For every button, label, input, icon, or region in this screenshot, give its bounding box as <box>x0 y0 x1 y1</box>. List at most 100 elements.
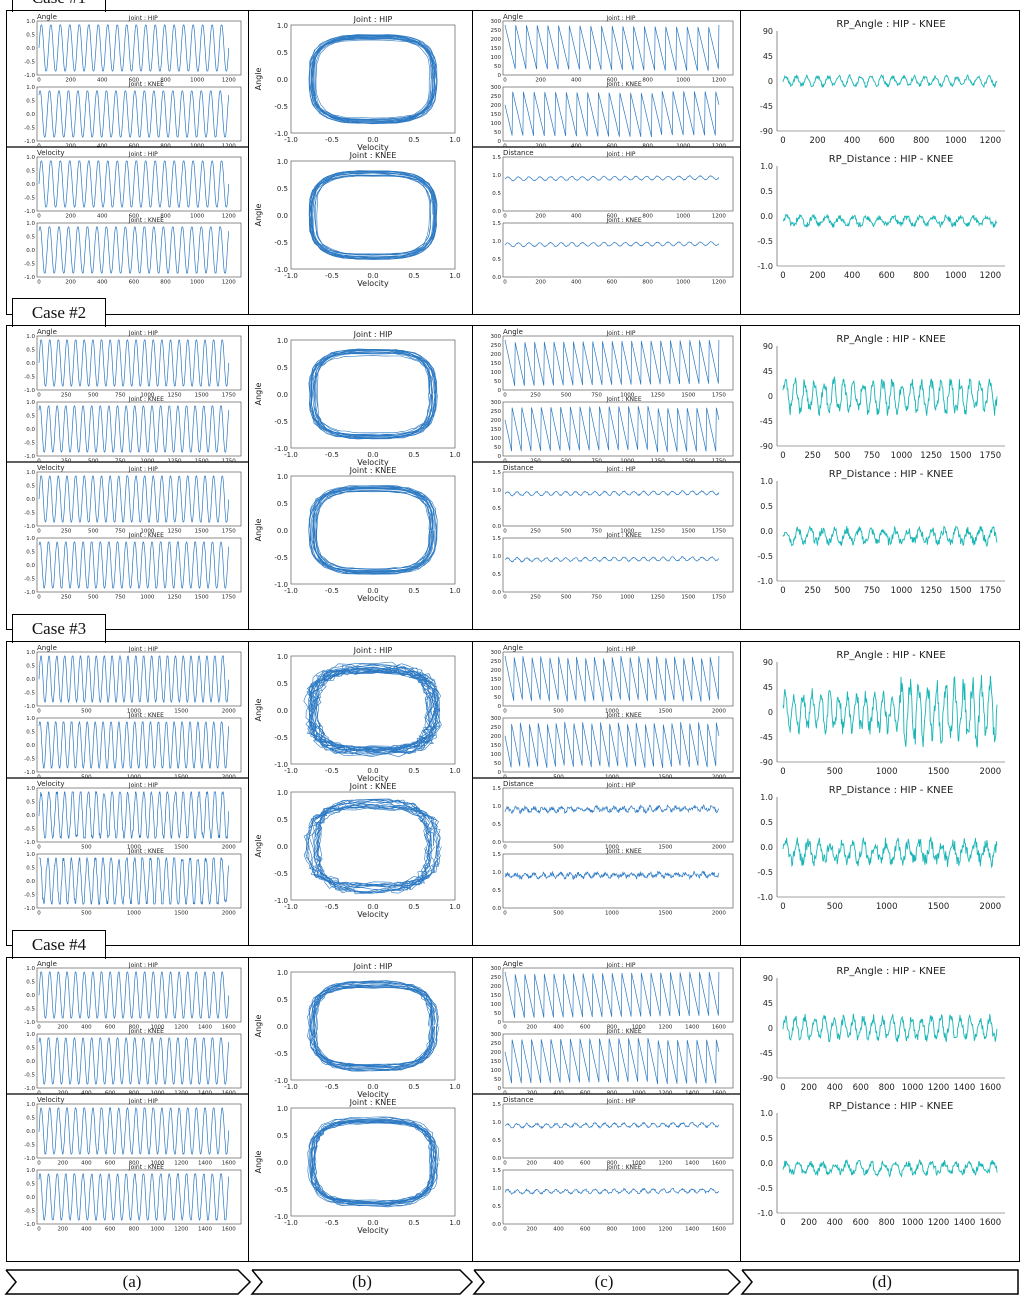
mini-plot-ytick: -0.5 <box>24 893 35 899</box>
mini-plot-xtick: 0 <box>37 595 41 601</box>
rp-ytick: 45 <box>763 367 773 376</box>
joint-title: Joint : HIP <box>128 1098 158 1105</box>
mini-plot-ytick: -0.5 <box>24 60 35 66</box>
phase-loop <box>313 175 432 255</box>
mini-plot-ytick: 250 <box>491 659 502 665</box>
panel-group-title: Angle <box>503 960 523 968</box>
rp-ytick: -1.0 <box>757 893 773 902</box>
rp-xtick: 2000 <box>980 902 1002 912</box>
arrow-chevron-c <box>472 1269 742 1295</box>
phase-xtick: -0.5 <box>325 903 339 911</box>
mini-plot-xtick: 200 <box>57 1025 68 1031</box>
mini-plot-xtick: 750 <box>115 595 126 601</box>
mini-plot-xtick: 1500 <box>195 595 209 601</box>
rp-ytick: 0.0 <box>760 527 773 536</box>
joint-title: Joint : HIP <box>128 330 158 337</box>
mini-plot-ytick: 1.0 <box>492 488 501 494</box>
phase-loop <box>310 352 436 437</box>
phase-ytick: -0.5 <box>274 870 288 878</box>
mini-plot-ytick: 200 <box>491 352 502 358</box>
phase-xtick: 1.0 <box>449 767 460 775</box>
phase-loop <box>315 490 432 570</box>
phase-title: Joint : HIP <box>353 646 393 655</box>
mini-plot-ytick: 0.5 <box>26 980 35 986</box>
rp-ytick: 0 <box>768 77 773 86</box>
rp-line <box>782 836 998 869</box>
phase-ylabel: Angle <box>254 1151 263 1174</box>
mini-plot-xtick: 0 <box>503 911 507 917</box>
mini-plot-xtick: 500 <box>88 595 99 601</box>
mini-plot-xtick: 750 <box>591 529 602 535</box>
mini-plot-xtick: 500 <box>88 393 99 399</box>
mini-plot-ytick: 0.0 <box>26 563 35 569</box>
phase-ytick: -1.0 <box>274 130 288 138</box>
mini-plot-ytick: 100 <box>491 1068 502 1074</box>
rp-xtick: 200 <box>801 1083 817 1093</box>
mini-plot-xtick: 400 <box>81 1161 92 1167</box>
mini-plot-xtick: 400 <box>571 78 582 84</box>
mini-plot-ytick: 50 <box>494 445 501 451</box>
mini-plot-ytick: -0.5 <box>24 196 35 202</box>
phase-loop <box>314 353 432 435</box>
mini-plot-axes-frame <box>502 471 734 527</box>
mini-plot-ytick: -1.0 <box>24 1222 35 1228</box>
signal-line <box>504 406 720 453</box>
mini-plot-xtick: 1400 <box>198 1161 212 1167</box>
mini-plot-xtick: 1500 <box>681 393 695 399</box>
mini-plot-ytick: 1.0 <box>26 786 35 792</box>
phase-ytick: 1.0 <box>277 473 288 481</box>
mini-plot-xtick: 600 <box>607 214 618 220</box>
mini-plot-xtick: 1500 <box>681 595 695 601</box>
mini-plot-ytick: 1.0 <box>26 19 35 25</box>
mini-plot-xtick: 0 <box>37 78 41 84</box>
mini-plot-ytick: 1.0 <box>26 1168 35 1174</box>
mini-plot-xtick: 400 <box>81 1091 92 1097</box>
rp-xtick: 750 <box>864 451 880 461</box>
mini-plot-ytick: 1.0 <box>26 221 35 227</box>
mini-plot-ytick: 200 <box>491 984 502 990</box>
case-tab: Case #4 <box>12 930 106 959</box>
phase-loop <box>307 1122 440 1202</box>
arrow-chevron-b <box>250 1269 474 1295</box>
mini-plot-ytick: 1.0 <box>492 1186 501 1192</box>
signal-line <box>38 1173 230 1222</box>
joint-title: Joint : KNEE <box>128 712 164 719</box>
phase-loop <box>312 485 434 575</box>
mini-plot-ytick: 0.5 <box>26 800 35 806</box>
rp-xtick: 800 <box>879 1218 895 1228</box>
mini-plot-ytick: 0.0 <box>26 46 35 52</box>
rp-xtick: 0 <box>780 902 785 912</box>
column-b-cell: Joint : HIP 1.0 0.5 0.0 -0.5 -1.0 -1.0 -0.5 0.0 0… <box>249 11 473 314</box>
column-d-svg: RP_Angle : HIP - KNEE 90 45 0 -45 -90 0 200 400 6… <box>757 966 1005 1228</box>
mini-plot-xtick: 800 <box>129 1091 140 1097</box>
mini-plot-ytick: -0.5 <box>24 691 35 697</box>
mini-plot-xtick: 0 <box>503 1091 507 1097</box>
phase-loop <box>311 1118 435 1206</box>
rp-ytick: 1.0 <box>760 477 773 486</box>
mini-plot-ytick: 50 <box>494 1077 501 1083</box>
joint-title: Joint : KNEE <box>606 1164 642 1171</box>
mini-plot-xtick: 400 <box>97 280 108 286</box>
signal-line <box>504 722 720 769</box>
mini-plot-xtick: 1200 <box>174 1227 188 1233</box>
phase-loop <box>313 34 433 124</box>
phase-loop <box>311 170 435 260</box>
mini-plot-ytick: 250 <box>491 1041 502 1047</box>
phase-loop <box>311 980 434 1072</box>
mini-plot-xtick: 800 <box>642 144 653 150</box>
phase-loop <box>312 37 434 121</box>
mini-plot-xtick: 0 <box>503 1025 507 1031</box>
phase-loop <box>313 350 433 438</box>
mini-plot-xtick: 1000 <box>127 911 141 917</box>
phase-ytick: 1.0 <box>277 158 288 166</box>
mini-plot-ytick: 300 <box>491 85 502 91</box>
mini-plot-xtick: 1500 <box>681 459 695 465</box>
mini-plot-ytick: -1.0 <box>24 840 35 846</box>
mini-plot-ytick: 0.0 <box>492 1156 501 1162</box>
phase-ytick: 0.5 <box>277 49 288 57</box>
mini-plot-ytick: 200 <box>491 734 502 740</box>
phase-loop <box>313 35 434 123</box>
panel-group-title: Distance <box>503 149 534 157</box>
mini-plot-xtick: 1200 <box>658 1227 672 1233</box>
mini-plot-xtick: 1000 <box>151 1025 165 1031</box>
